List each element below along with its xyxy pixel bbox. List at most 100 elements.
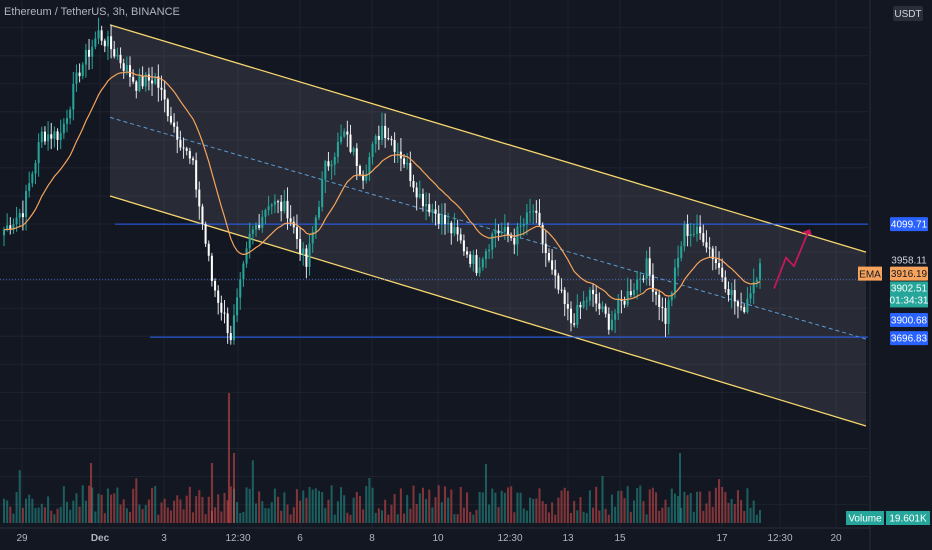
- candle-body: [418, 193, 421, 198]
- volume-bar: [387, 514, 390, 523]
- candle-body: [75, 72, 78, 84]
- candle-body: [132, 76, 135, 82]
- volume-bar: [466, 492, 469, 523]
- candle-body: [141, 75, 144, 87]
- volume-bar: [525, 510, 528, 523]
- candle-body: [91, 46, 94, 57]
- volume-bar: [365, 486, 368, 523]
- candle-body: [535, 210, 538, 213]
- volume-bar: [182, 509, 185, 523]
- candle-body: [453, 227, 456, 234]
- candle-body: [746, 298, 749, 313]
- volume-bar: [595, 486, 598, 523]
- volume-bar: [103, 513, 106, 523]
- candle-body: [258, 224, 261, 228]
- volume-bar: [510, 486, 513, 523]
- candle-body: [488, 249, 491, 252]
- candle-body: [12, 224, 15, 230]
- volume-bar: [283, 492, 286, 523]
- candle-body: [481, 259, 484, 268]
- volume-bar: [267, 508, 270, 523]
- volume-bar: [40, 503, 43, 523]
- candle-body: [110, 36, 113, 50]
- candle-body: [217, 290, 220, 303]
- channel-lower-line: [109, 195, 867, 427]
- candle-body: [443, 215, 447, 224]
- volume-bar: [330, 485, 333, 523]
- candle-body: [497, 230, 500, 234]
- candle-body: [522, 224, 525, 226]
- volume-bar: [403, 513, 406, 523]
- volume-bar: [447, 497, 450, 523]
- volume-bar: [421, 487, 424, 523]
- candle-body: [169, 116, 172, 123]
- volume-spike: [232, 453, 236, 523]
- countdown-tag: 01:34:31: [890, 295, 929, 306]
- ema-tag: EMA: [859, 270, 881, 281]
- volume-bar: [396, 514, 399, 523]
- volume-bar: [6, 500, 9, 523]
- candle-body: [214, 280, 217, 291]
- volume-bar: [355, 491, 358, 523]
- candle-body: [251, 229, 254, 234]
- volume-bar: [472, 514, 475, 523]
- volume-bar: [415, 503, 418, 523]
- candle-body: [65, 118, 69, 124]
- volume-bar: [538, 488, 541, 523]
- volume-bar: [576, 510, 579, 523]
- volume-bar: [113, 493, 116, 523]
- volume-bar: [636, 488, 639, 523]
- candle-body: [377, 135, 380, 140]
- candle-body: [677, 257, 680, 268]
- candle-body: [541, 225, 544, 244]
- volume-bar: [573, 501, 576, 523]
- candle-body: [692, 233, 695, 235]
- volume-bar: [154, 486, 157, 523]
- candles-group: [2, 17, 762, 345]
- candle-body: [242, 263, 245, 280]
- volume-bar: [374, 512, 377, 523]
- volume-bar: [362, 509, 365, 523]
- volume-bar: [677, 496, 680, 523]
- volume-bar: [346, 512, 349, 523]
- volume-bar: [683, 491, 686, 523]
- candle-body: [393, 140, 396, 152]
- candle-body: [267, 206, 270, 211]
- candle-body: [103, 40, 106, 47]
- volume-bar: [705, 503, 708, 523]
- candle-body: [28, 183, 31, 191]
- candle-body: [503, 227, 506, 232]
- volume-bar: [179, 499, 182, 523]
- volume-bar: [655, 492, 658, 523]
- volume-bar: [116, 487, 119, 523]
- candle-body: [314, 217, 317, 232]
- x-tick-label: 12:30: [767, 533, 792, 544]
- candle-body: [100, 30, 103, 41]
- candle-body: [62, 123, 65, 134]
- volume-bar: [667, 507, 670, 523]
- volume-bar: [494, 492, 497, 523]
- volume-bar: [125, 508, 128, 523]
- candle-body: [569, 308, 573, 324]
- candle-body: [544, 243, 547, 254]
- volume-bar: [579, 497, 582, 523]
- volume-bar: [380, 510, 384, 523]
- volume-bar: [144, 505, 147, 523]
- volume-bar: [642, 501, 645, 523]
- candle-body: [15, 217, 18, 225]
- candle-body: [362, 174, 365, 181]
- volume-bar: [97, 493, 100, 523]
- volume-bar: [563, 487, 566, 523]
- candle-body: [229, 333, 232, 341]
- volume-bar: [81, 485, 84, 523]
- volume-bar: [730, 498, 733, 523]
- volume-bar: [236, 502, 239, 523]
- volume-bar: [56, 508, 59, 523]
- volume-bar: [308, 486, 311, 523]
- candle-body: [138, 75, 141, 91]
- candle-body: [88, 49, 91, 57]
- candle-body: [494, 230, 497, 235]
- candle-body: [283, 200, 286, 212]
- ema-line: [3, 71, 761, 301]
